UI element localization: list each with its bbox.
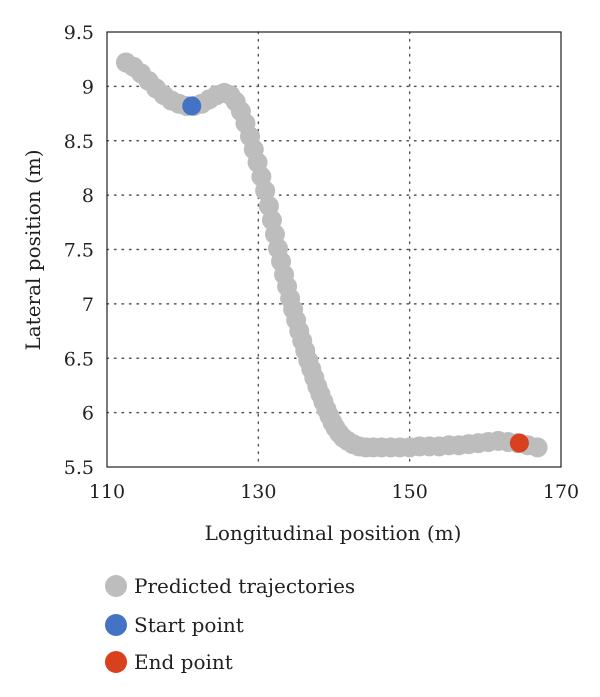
- legend-swatch-predicted: [105, 575, 127, 597]
- y-tick-label: 6.5: [64, 348, 94, 370]
- legend-label-start: Start point: [134, 613, 244, 637]
- end-point-marker: [509, 433, 529, 453]
- y-tick-label: 7: [82, 294, 94, 316]
- legend-item-predicted: Predicted trajectories: [105, 574, 355, 598]
- plot-markers: [115, 52, 548, 458]
- x-tick-label: 110: [89, 481, 125, 503]
- y-tick-label: 9: [82, 76, 94, 98]
- tick-labels: 110 130 150 170 5.5 6 6.5 7 7.5 8 8.5 9 9.5: [64, 22, 579, 503]
- predicted-trajectories-marker: [527, 437, 548, 458]
- x-tick-label: 150: [392, 481, 428, 503]
- legend-item-end: End point: [105, 650, 233, 674]
- predicted-trajectories-marker: [255, 180, 276, 201]
- y-tick-label: 7.5: [64, 240, 94, 262]
- y-tick-label: 8: [82, 185, 94, 207]
- plot-frame: [106, 31, 562, 468]
- x-tick-label: 130: [240, 481, 276, 503]
- y-tick-label: 9.5: [64, 22, 94, 44]
- x-axis-label: Longitudinal position (m): [205, 521, 462, 545]
- x-tick-label: 170: [543, 481, 579, 503]
- y-tick-label: 6: [82, 403, 94, 425]
- y-tick-label: 5.5: [64, 457, 94, 479]
- legend-label-predicted: Predicted trajectories: [134, 574, 355, 598]
- legend-label-end: End point: [134, 650, 233, 674]
- legend-swatch-start: [105, 614, 127, 636]
- legend: Predicted trajectories Start point End p…: [105, 574, 355, 674]
- legend-swatch-end: [105, 651, 127, 673]
- y-tick-label: 8.5: [64, 131, 94, 153]
- start-point-marker: [182, 96, 202, 116]
- legend-item-start: Start point: [105, 613, 244, 637]
- y-axis-label: Lateral position (m): [21, 149, 45, 350]
